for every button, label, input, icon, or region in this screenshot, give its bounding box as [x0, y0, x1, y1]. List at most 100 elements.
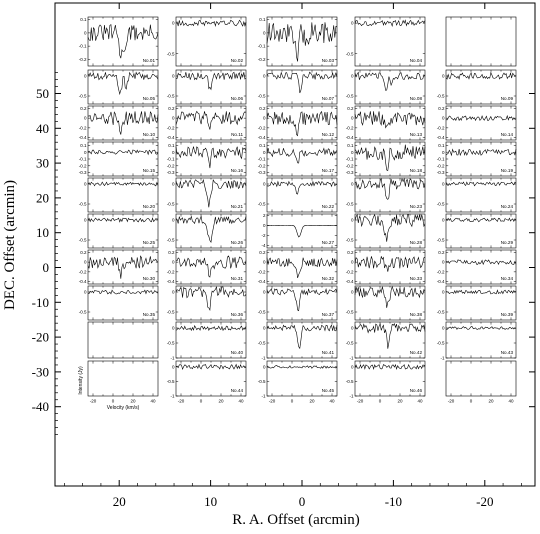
- spectrum-line: [87, 149, 159, 156]
- panel-y-tick-label: -0.5: [167, 238, 175, 243]
- panel-y-tick-label: -0.2: [346, 269, 354, 274]
- panel-y-tick-label: -1: [349, 394, 353, 399]
- spectrum-line: [445, 148, 517, 157]
- panel-y-tick-label: -0.2: [79, 163, 87, 168]
- panel-y-tick-label: -0.1: [437, 157, 445, 162]
- panel-y-tick-label: -0.2: [167, 125, 175, 130]
- panel-y-tick-label: 0: [263, 30, 266, 35]
- panel-y-tick-label: 0: [351, 218, 354, 223]
- panel-y-tick-label: -0.5: [167, 94, 175, 99]
- panel-y-tick-label: -0.2: [258, 125, 266, 130]
- panel-y-tick-label: 0: [172, 116, 175, 121]
- panel-y-tick-label: 0: [172, 218, 175, 223]
- spectrum-panel: 0.1 0 -0.1-0.2 -0.3 No.18: [346, 141, 426, 177]
- spectrum-line: [354, 71, 426, 91]
- panel-y-tick-label: 0.2: [438, 106, 445, 111]
- panel-y-tick-label: 0: [84, 74, 87, 79]
- velocity-tick-label: 40: [508, 399, 514, 404]
- panel-id-label: No.14: [501, 132, 514, 137]
- spectrum-line: [175, 19, 247, 28]
- panel-y-tick-label: -1: [261, 394, 265, 399]
- panel-y-tick-label: 0: [351, 74, 354, 79]
- panel-y-tick-label: -4: [261, 243, 265, 248]
- panel-y-tick-label: -0.5: [258, 310, 266, 315]
- spectrum-line: [266, 22, 338, 62]
- spectrum-panel: 0 -0.5 No.21: [167, 177, 247, 213]
- panel-y-tick-label: 0: [351, 326, 354, 331]
- panel-id-label: No.03: [322, 58, 335, 63]
- panel-y-tick-label: 0: [442, 326, 445, 331]
- spectrum-line: [87, 24, 159, 59]
- spectrum-panel: 0.1 0 -0.1-0.2 -0.3 No.19: [437, 141, 517, 177]
- spectrum-line: [354, 111, 426, 129]
- spectrum-panel: 0 -0.5 No.06: [167, 69, 247, 105]
- panel-y-tick-label: 0: [172, 290, 175, 295]
- y-tick-label: 30: [36, 156, 49, 171]
- spectrum-panel: 0 -0.5 No.37: [258, 285, 338, 321]
- panel-y-tick-label: -0.5: [437, 202, 445, 207]
- panel-y-tick-label: -0.5: [346, 238, 354, 243]
- velocity-tick-label: 40: [417, 399, 423, 404]
- spectrum-line: [354, 256, 426, 272]
- panel-y-tick-label: 0.2: [438, 250, 445, 255]
- spectrum-panel: 0.1 0 -0.1 -0.2 No.03: [258, 16, 338, 67]
- spectrum-panel: 0 -0.5 No.25: [79, 213, 159, 249]
- panel-y-tick-label: -0.4: [167, 135, 175, 140]
- spectrum-line: [266, 288, 338, 312]
- spectrum-line: [266, 257, 338, 278]
- spectrum-panel: 0 -0.5 No.05: [79, 69, 159, 105]
- panel-y-tick-label: 0: [442, 218, 445, 223]
- panel-y-tick-label: -0.5: [79, 202, 87, 207]
- velocity-tick-label: 0: [470, 399, 473, 404]
- panel-y-tick-label: 0: [351, 182, 354, 187]
- panel-y-tick-label: -0.5: [437, 341, 445, 346]
- panel-y-tick-label: 0: [442, 74, 445, 79]
- panel-id-label: No.32: [322, 276, 335, 281]
- panel-id-label: No.35: [143, 312, 156, 317]
- panel-y-tick-label: 0.2: [80, 250, 87, 255]
- panel-id-label: No.39: [501, 312, 514, 317]
- spectrum-panel: 0 -0.5 No.08: [346, 69, 426, 105]
- panel-y-tick-label: 0: [172, 74, 175, 79]
- spectrum-panel-empty: [445, 360, 517, 397]
- spectrum-panel: 0 -0.5 No.20: [79, 177, 159, 213]
- panel-y-tick-label: 0.2: [347, 250, 354, 255]
- y-tick-label: -30: [32, 364, 49, 379]
- spectrum-line: [175, 363, 247, 371]
- panel-y-tick-label: -0.3: [258, 170, 266, 175]
- spectrum-line: [175, 146, 247, 169]
- panel-y-tick-label: 0: [351, 21, 354, 26]
- panel-y-tick-label: 0: [263, 260, 266, 265]
- spectrum-panel: 0.1 0 -0.1-0.2 -0.3 No.17: [258, 141, 338, 177]
- y-tick-label: 0: [43, 260, 50, 275]
- x-tick-label: -10: [385, 494, 402, 509]
- outer-plot-frame: [54, 2, 536, 487]
- panel-y-tick-label: -0.4: [346, 279, 354, 284]
- panel-y-tick-label: -1: [349, 356, 353, 361]
- spectrum-panel: 0 -0.5 -1 No.42: [346, 321, 426, 361]
- spectrum-line: [266, 324, 338, 350]
- panel-y-tick-label: -0.5: [167, 379, 175, 384]
- panel-y-tick-label: 0.1: [347, 143, 354, 148]
- spectrum-line: [354, 177, 426, 200]
- panel-id-label: No.12: [322, 132, 335, 137]
- panel-y-tick-label: -0.2: [437, 125, 445, 130]
- panel-y-tick-label: 0: [351, 116, 354, 121]
- panel-y-tick-label: -0.4: [167, 279, 175, 284]
- panel-id-label: No.07: [322, 96, 335, 101]
- spectrum-panel: 0 -0.5 No.23: [346, 177, 426, 213]
- panel-id-label: No.29: [501, 240, 514, 245]
- panel-id-label: No.17: [322, 168, 335, 173]
- panel-y-tick-label: -0.1: [258, 44, 266, 49]
- panel-y-tick-label: 0: [263, 290, 266, 295]
- panel-id-label: No.46: [410, 388, 423, 393]
- panel-y-tick-label: 0: [172, 326, 175, 331]
- panel-y-tick-label: 0: [172, 21, 175, 26]
- panel-y-tick-label: -0.5: [258, 341, 266, 346]
- velocity-tick-label: 0: [379, 399, 382, 404]
- panel-y-tick-label: 0: [263, 182, 266, 187]
- spectrum-line: [175, 255, 247, 278]
- panel-y-tick-label: -0.5: [346, 379, 354, 384]
